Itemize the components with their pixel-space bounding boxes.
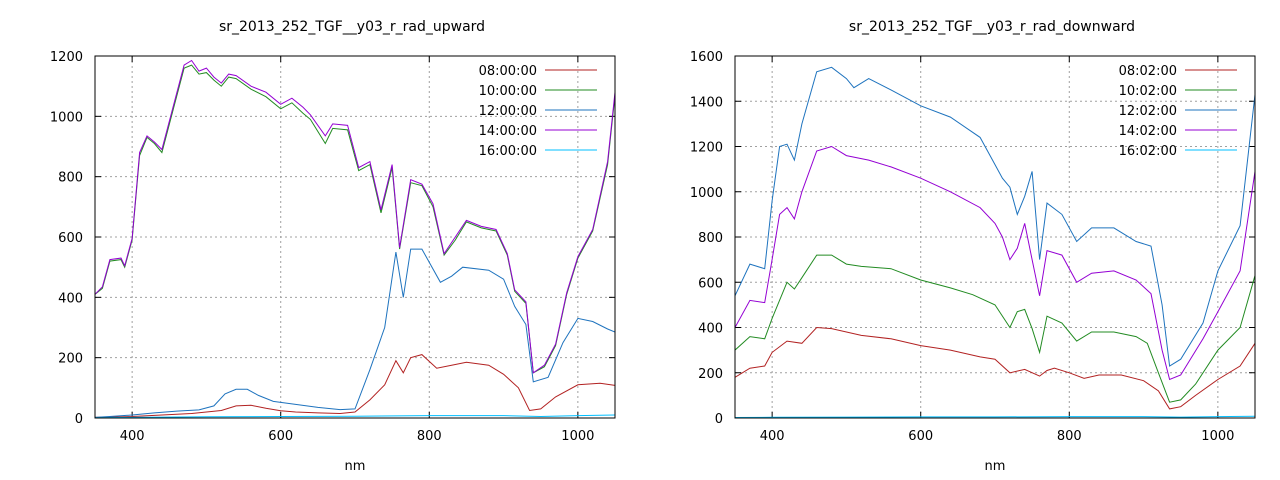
y-tick-label: 0 — [75, 412, 83, 427]
legend-label-5: 16:00:00 — [479, 144, 537, 159]
x-tick-label: 400 — [760, 429, 785, 444]
series-line-4 — [95, 59, 615, 374]
x-axis-label: nm — [985, 459, 1006, 474]
y-tick-label: 1000 — [690, 186, 723, 201]
chart-title: sr_2013_252_TGF__y03_r_rad_downward — [849, 19, 1135, 35]
x-tick-label: 600 — [268, 429, 293, 444]
y-tick-label: 200 — [58, 352, 83, 367]
legend-label-1: 08:02:00 — [1119, 64, 1177, 79]
y-tick-label: 0 — [715, 412, 723, 427]
y-tick-label: 1200 — [50, 50, 83, 65]
series-line-3 — [735, 66, 1255, 367]
x-tick-label: 1000 — [561, 429, 594, 444]
x-tick-label: 600 — [908, 429, 933, 444]
x-tick-label: 1000 — [1201, 429, 1234, 444]
y-tick-label: 1600 — [690, 50, 723, 65]
legend-label-4: 14:02:00 — [1119, 124, 1177, 139]
legend-label-1: 08:00:00 — [479, 64, 537, 79]
legend-label-3: 12:02:00 — [1119, 104, 1177, 119]
series-line-4 — [735, 145, 1255, 381]
x-tick-label: 400 — [120, 429, 145, 444]
legend-label-2: 10:02:00 — [1119, 84, 1177, 99]
series-line-2 — [735, 254, 1255, 403]
series-line-5 — [95, 414, 615, 418]
plot-frame — [94, 55, 616, 419]
x-tick-label: 800 — [417, 429, 442, 444]
series-line-1 — [95, 354, 615, 418]
series-line-1 — [735, 326, 1255, 410]
x-tick-label: 800 — [1057, 429, 1082, 444]
y-tick-label: 1200 — [690, 141, 723, 156]
chart-title: sr_2013_252_TGF__y03_r_rad_upward — [219, 19, 485, 35]
y-tick-label: 600 — [58, 231, 83, 246]
y-tick-label: 200 — [698, 367, 723, 382]
y-tick-label: 1000 — [50, 110, 83, 125]
legend-label-2: 10:00:00 — [479, 84, 537, 99]
series-line-5 — [735, 415, 1255, 418]
y-tick-label: 600 — [698, 276, 723, 291]
y-tick-label: 1400 — [690, 95, 723, 110]
y-tick-label: 800 — [698, 231, 723, 246]
y-tick-label: 400 — [698, 322, 723, 337]
chart-panel-2: sr_2013_252_TGF__y03_r_rad_downward 400 60… — [690, 19, 1256, 474]
legend-label-4: 14:00:00 — [479, 124, 537, 139]
y-tick-label: 400 — [58, 291, 83, 306]
series-line-2 — [95, 64, 615, 374]
legend-label-5: 16:02:00 — [1119, 144, 1177, 159]
y-tick-label: 800 — [58, 171, 83, 186]
legend-label-3: 12:00:00 — [479, 104, 537, 119]
chart-panel-1: sr_2013_252_TGF__y03_r_rad_upward 400 600 8… — [50, 19, 616, 474]
series-line-3 — [95, 248, 615, 418]
plot-frame — [734, 55, 1256, 419]
x-axis-label: nm — [345, 459, 366, 474]
